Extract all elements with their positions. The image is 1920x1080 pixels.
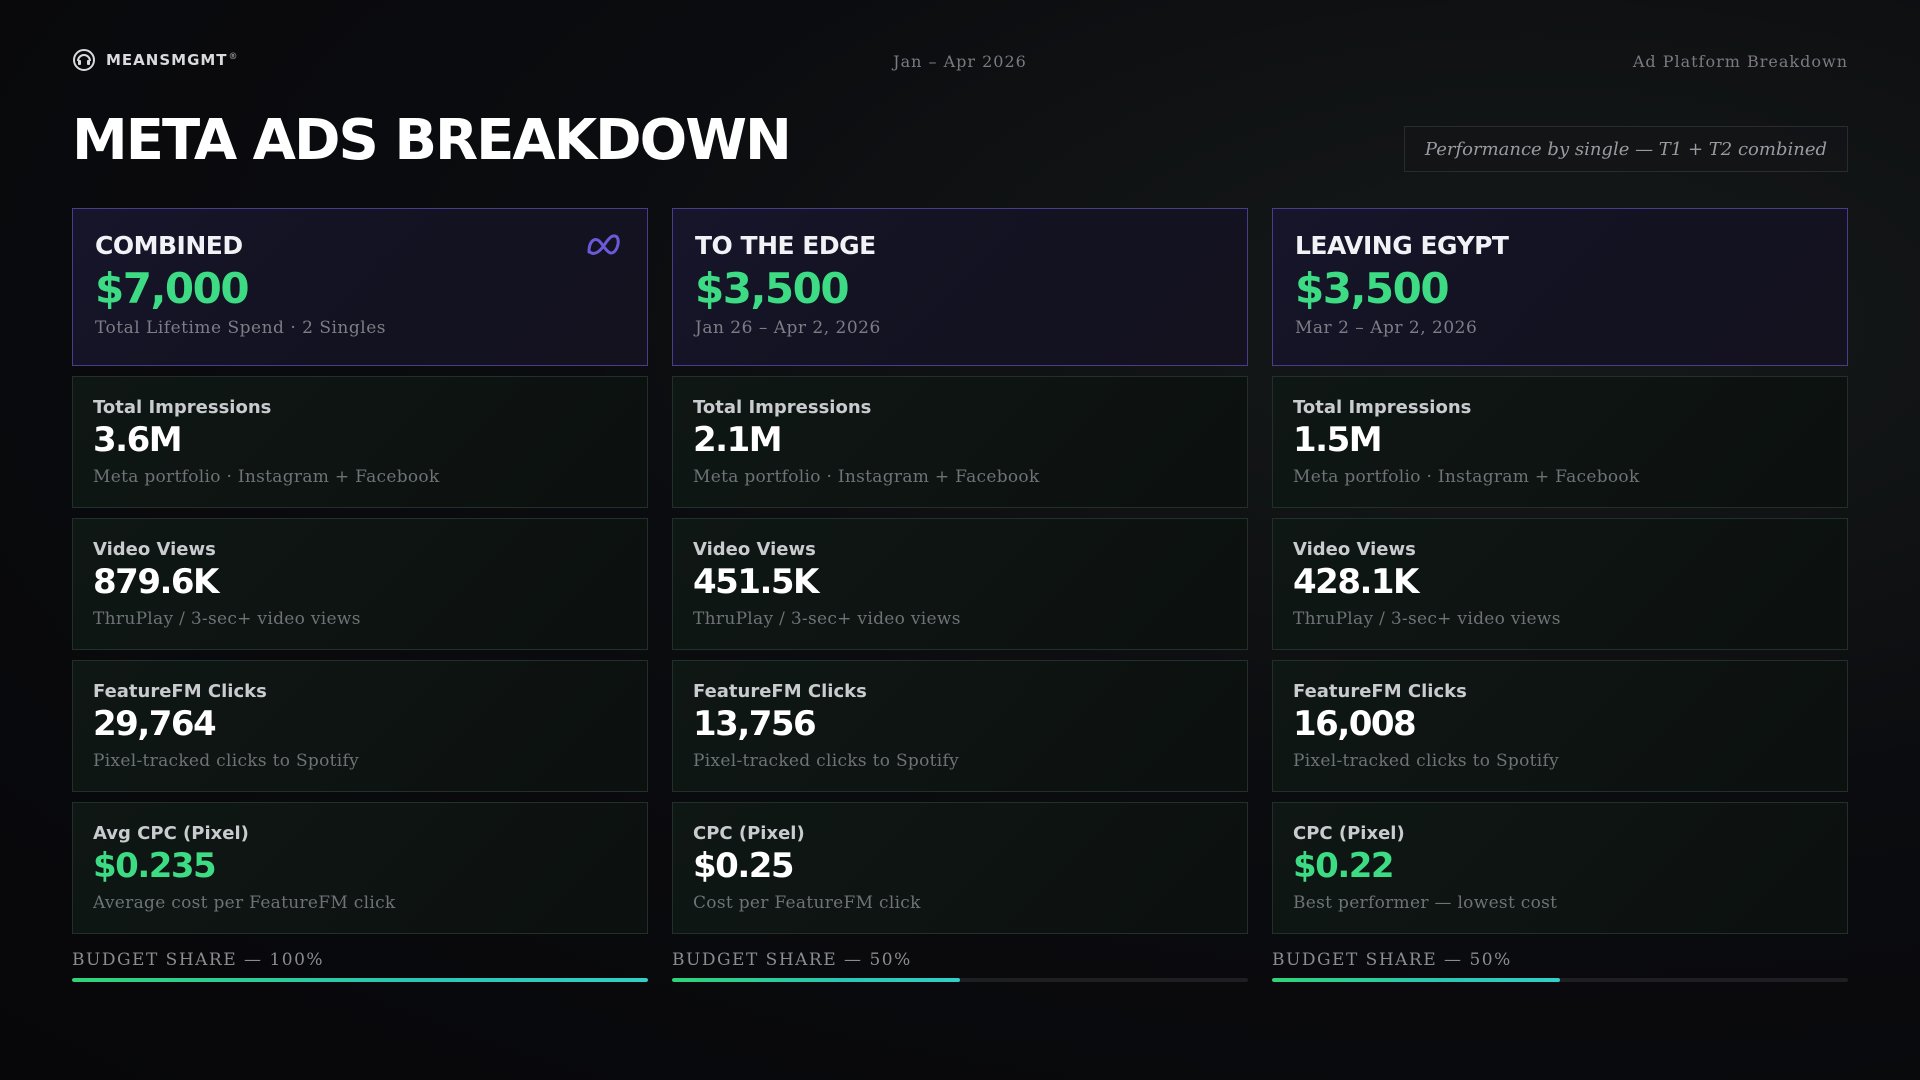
budget-share: BUDGET SHARE — 100% xyxy=(72,950,648,982)
brand-name: MEANSMGMT® xyxy=(106,51,239,69)
metric-label: FeatureFM Clicks xyxy=(693,681,867,702)
metric-value: $0.25 xyxy=(693,846,795,886)
spend-card-title: TO THE EDGE xyxy=(695,231,876,260)
metric-value: 428.1K xyxy=(1293,562,1419,602)
metric-label: Video Views xyxy=(93,539,216,560)
budget-share-label: BUDGET SHARE — 50% xyxy=(672,950,912,970)
metric-label: CPC (Pixel) xyxy=(1293,823,1405,844)
spend-subtitle: Mar 2 – Apr 2, 2026 xyxy=(1295,318,1478,338)
metric-label: FeatureFM Clicks xyxy=(1293,681,1467,702)
spend-subtitle: Jan 26 – Apr 2, 2026 xyxy=(695,318,881,338)
date-range: Jan – Apr 2026 xyxy=(893,52,1027,71)
budget-share-label: BUDGET SHARE — 100% xyxy=(72,950,325,970)
metric-value: 29,764 xyxy=(93,704,217,744)
headphones-logo-icon xyxy=(72,48,96,72)
metric-label: Video Views xyxy=(693,539,816,560)
metric-description: ThruPlay / 3-sec+ video views xyxy=(693,609,961,630)
metric-card-clicks: FeatureFM Clicks 13,756 Pixel-tracked cl… xyxy=(672,660,1248,792)
metric-card-impressions: Total Impressions 1.5M Meta portfolio · … xyxy=(1272,376,1848,508)
spend-card: COMBINED $7,000 Total Lifetime Spend · 2… xyxy=(72,208,648,366)
metric-value: $0.235 xyxy=(93,846,217,886)
budget-share-fill xyxy=(1272,978,1560,982)
metric-card-impressions: Total Impressions 3.6M Meta portfolio · … xyxy=(72,376,648,508)
metric-card-clicks: FeatureFM Clicks 29,764 Pixel-tracked cl… xyxy=(72,660,648,792)
spend-amount: $3,500 xyxy=(695,264,850,313)
metric-label: CPC (Pixel) xyxy=(693,823,805,844)
budget-share-label: BUDGET SHARE — 50% xyxy=(1272,950,1512,970)
column-to-the-edge: TO THE EDGE $3,500 Jan 26 – Apr 2, 2026 … xyxy=(672,208,1248,982)
meta-logo-icon xyxy=(585,231,627,259)
section-label: Ad Platform Breakdown xyxy=(1632,52,1848,71)
metric-value: 879.6K xyxy=(93,562,219,602)
column-leaving-egypt: LEAVING EGYPT $3,500 Mar 2 – Apr 2, 2026… xyxy=(1272,208,1848,982)
spend-card: TO THE EDGE $3,500 Jan 26 – Apr 2, 2026 xyxy=(672,208,1248,366)
metric-card-cpc: Avg CPC (Pixel) $0.235 Average cost per … xyxy=(72,802,648,934)
metric-card-impressions: Total Impressions 2.1M Meta portfolio · … xyxy=(672,376,1248,508)
metric-description: Cost per FeatureFM click xyxy=(693,893,921,914)
spend-card-title: LEAVING EGYPT xyxy=(1295,231,1509,260)
metric-label: Total Impressions xyxy=(93,397,272,418)
spend-amount: $7,000 xyxy=(95,264,250,313)
metric-description: ThruPlay / 3-sec+ video views xyxy=(93,609,361,630)
metric-description: Best performer — lowest cost xyxy=(1293,893,1558,914)
metric-description: ThruPlay / 3-sec+ video views xyxy=(1293,609,1561,630)
metric-card-video-views: Video Views 879.6K ThruPlay / 3-sec+ vid… xyxy=(72,518,648,650)
metric-card-clicks: FeatureFM Clicks 16,008 Pixel-tracked cl… xyxy=(1272,660,1848,792)
top-bar: MEANSMGMT® Jan – Apr 2026 Ad Platform Br… xyxy=(72,48,1848,76)
column-combined: COMBINED $7,000 Total Lifetime Spend · 2… xyxy=(72,208,648,982)
metric-label: FeatureFM Clicks xyxy=(93,681,267,702)
page-title: META ADS BREAKDOWN xyxy=(72,108,792,173)
metric-value: 451.5K xyxy=(693,562,819,602)
metric-card-cpc: CPC (Pixel) $0.22 Best performer — lowes… xyxy=(1272,802,1848,934)
metric-description: Meta portfolio · Instagram + Facebook xyxy=(693,467,1040,488)
spend-card-title: COMBINED xyxy=(95,231,243,260)
spend-subtitle: Total Lifetime Spend · 2 Singles xyxy=(95,318,386,338)
spend-amount: $3,500 xyxy=(1295,264,1450,313)
page: MEANSMGMT® Jan – Apr 2026 Ad Platform Br… xyxy=(72,0,1848,1080)
budget-share-track xyxy=(1272,978,1848,982)
metric-description: Meta portfolio · Instagram + Facebook xyxy=(1293,467,1640,488)
metric-description: Pixel-tracked clicks to Spotify xyxy=(1293,751,1560,772)
metric-value: 1.5M xyxy=(1293,420,1383,460)
registered-mark: ® xyxy=(228,52,239,62)
budget-share: BUDGET SHARE — 50% xyxy=(672,950,1248,982)
metric-label: Video Views xyxy=(1293,539,1416,560)
metric-value: 3.6M xyxy=(93,420,183,460)
metric-label: Total Impressions xyxy=(693,397,872,418)
metric-description: Meta portfolio · Instagram + Facebook xyxy=(93,467,440,488)
metric-description: Pixel-tracked clicks to Spotify xyxy=(93,751,360,772)
spend-card: LEAVING EGYPT $3,500 Mar 2 – Apr 2, 2026 xyxy=(1272,208,1848,366)
metric-card-video-views: Video Views 428.1K ThruPlay / 3-sec+ vid… xyxy=(1272,518,1848,650)
metric-description: Average cost per FeatureFM click xyxy=(93,893,396,914)
budget-share-fill xyxy=(672,978,960,982)
metric-description: Pixel-tracked clicks to Spotify xyxy=(693,751,960,772)
subtitle-badge: Performance by single — T1 + T2 combined xyxy=(1403,126,1848,172)
metric-label: Avg CPC (Pixel) xyxy=(93,823,249,844)
metric-label: Total Impressions xyxy=(1293,397,1472,418)
budget-share: BUDGET SHARE — 50% xyxy=(1272,950,1848,982)
metric-value: 16,008 xyxy=(1293,704,1417,744)
brand: MEANSMGMT® xyxy=(72,48,239,72)
metric-value: 2.1M xyxy=(693,420,783,460)
metric-value: 13,756 xyxy=(693,704,817,744)
metric-card-cpc: CPC (Pixel) $0.25 Cost per FeatureFM cli… xyxy=(672,802,1248,934)
budget-share-track xyxy=(672,978,1248,982)
budget-share-fill xyxy=(72,978,648,982)
metric-value: $0.22 xyxy=(1293,846,1395,886)
metric-card-video-views: Video Views 451.5K ThruPlay / 3-sec+ vid… xyxy=(672,518,1248,650)
budget-share-track xyxy=(72,978,648,982)
